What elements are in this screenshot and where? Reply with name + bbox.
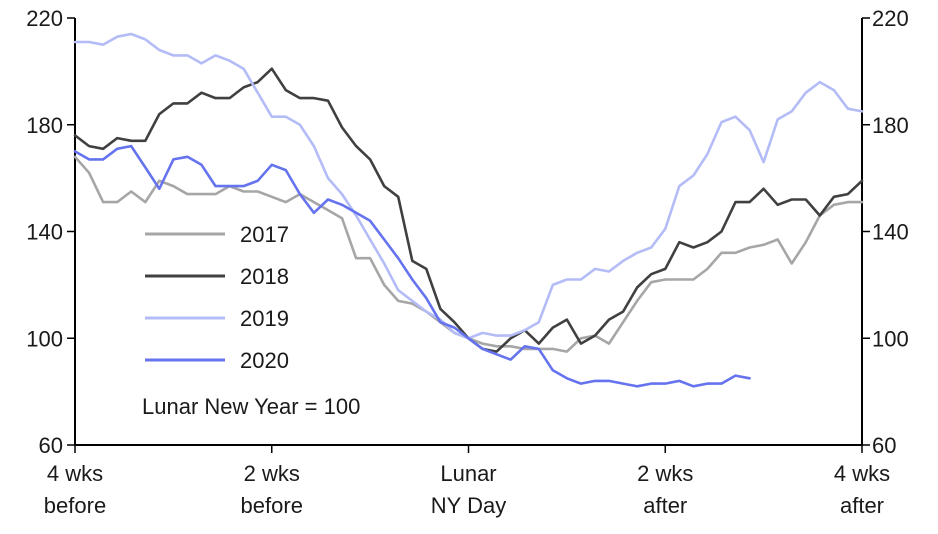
x-tick-label-line: NY Day bbox=[431, 493, 506, 518]
x-tick-label-line: after bbox=[643, 493, 687, 518]
y-tick-label-left: 140 bbox=[26, 220, 63, 245]
legend-label-2019: 2019 bbox=[240, 306, 289, 331]
x-tick-label-line: Lunar bbox=[440, 461, 496, 486]
y-tick-label-right: 140 bbox=[872, 220, 909, 245]
x-tick-label-line: before bbox=[44, 493, 106, 518]
x-tick-label: 4 wks before bbox=[44, 461, 106, 518]
chart-annotation: Lunar New Year = 100 bbox=[142, 394, 360, 419]
x-tick-label-line: 4 wks bbox=[47, 461, 103, 486]
y-tick-label-right: 180 bbox=[872, 113, 909, 138]
legend-label-2020: 2020 bbox=[240, 348, 289, 373]
series-line-2020 bbox=[73, 144, 751, 388]
y-tick-label-left: 100 bbox=[26, 326, 63, 351]
x-tick-label-line: 4 wks bbox=[834, 461, 890, 486]
x-tick-label-line: before bbox=[241, 493, 303, 518]
series-line-2018 bbox=[73, 67, 864, 353]
x-tick-label-line: 2 wks bbox=[244, 461, 300, 486]
x-tick-label-line: after bbox=[840, 493, 884, 518]
x-tick-label: 2 wks before bbox=[241, 461, 303, 518]
y-tick-label-right: 220 bbox=[872, 6, 909, 31]
chart-legend: 2017 2018 2019 2020 bbox=[145, 222, 289, 373]
series-line-2017 bbox=[73, 155, 864, 353]
x-tick-label: Lunar NY Day bbox=[431, 461, 506, 518]
x-tick-label-line: 2 wks bbox=[637, 461, 693, 486]
x-tick-label: 2 wks after bbox=[637, 461, 693, 518]
y-tick-label-right: 60 bbox=[872, 433, 896, 458]
legend-label-2018: 2018 bbox=[240, 264, 289, 289]
series-line-2019 bbox=[73, 32, 864, 340]
x-tick-label: 4 wks after bbox=[834, 461, 890, 518]
legend-label-2017: 2017 bbox=[240, 222, 289, 247]
y-tick-label-left: 180 bbox=[26, 113, 63, 138]
y-tick-label-right: 100 bbox=[872, 326, 909, 351]
chart-series bbox=[73, 32, 864, 388]
y-tick-label-left: 220 bbox=[26, 6, 63, 31]
y-tick-label-left: 60 bbox=[39, 433, 63, 458]
